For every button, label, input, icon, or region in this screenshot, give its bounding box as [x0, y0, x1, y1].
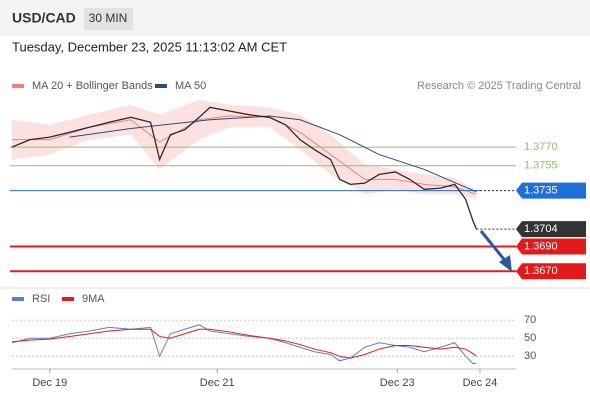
level-label: 1.3755	[524, 160, 558, 172]
level-label: 1.3770	[524, 141, 558, 153]
credit: Research © 2025 Trading Central	[417, 80, 581, 92]
level-label: 1.3704	[524, 223, 558, 235]
symbol: USD/CAD	[12, 10, 76, 26]
y-tick-label: 50	[524, 332, 536, 344]
timeframe-box[interactable]	[84, 8, 133, 30]
level-label: 1.3670	[524, 265, 558, 277]
x-tick-label: Dec 19	[32, 377, 67, 389]
forecast-arrow	[479, 230, 512, 272]
legend-label: RSI	[32, 293, 50, 305]
rsi-line	[11, 324, 477, 364]
legend-label: 9MA	[82, 293, 105, 305]
x-tick-label: Dec 23	[380, 377, 415, 389]
level-box	[516, 182, 586, 199]
level-box	[516, 238, 586, 255]
legend-swatch	[62, 297, 74, 301]
x-tick-label: Dec 24	[463, 377, 498, 389]
timeframe[interactable]: 30 MIN	[89, 11, 128, 25]
legend-label: MA 20 + Bollinger Bands	[32, 80, 153, 92]
y-tick-label: 30	[524, 350, 536, 362]
level-label: 1.3735	[524, 184, 558, 196]
legend-swatch	[12, 297, 24, 301]
level-box	[516, 263, 586, 280]
price-line	[11, 106, 478, 230]
x-tick-label: Dec 21	[200, 377, 235, 389]
legend-swatch	[12, 84, 24, 88]
rsi-line	[11, 328, 477, 359]
legend-swatch	[155, 84, 167, 88]
level-label: 1.3690	[524, 240, 558, 252]
level-box	[516, 221, 586, 238]
ma50-line	[69, 115, 477, 193]
datetime: Tuesday, December 23, 2025 11:13:02 AM C…	[12, 39, 287, 54]
y-tick-label: 70	[524, 314, 536, 326]
legend-label: MA 50	[175, 80, 206, 92]
bollinger-band	[12, 99, 477, 200]
